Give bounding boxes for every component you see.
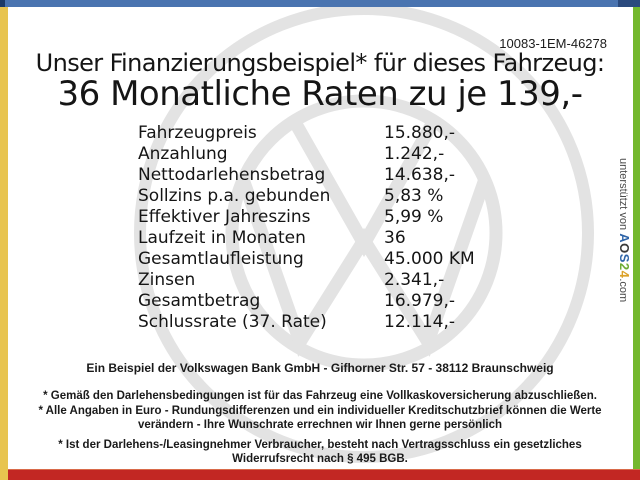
row-label: Anzahlung — [138, 144, 228, 164]
offer-rate-headline: 36 Monatliche Raten zu je 139,- — [57, 74, 583, 114]
top-bar-right-cap — [618, 0, 640, 7]
disclaimer-euro-line1: * Alle Angaben in Euro - Rundungsdiffere… — [38, 405, 602, 417]
table-row: Laufzeit in Monaten 36 — [138, 228, 475, 249]
top-border-bar — [0, 0, 640, 7]
row-value: 15.880,- — [384, 123, 456, 143]
row-value: 14.638,- — [384, 165, 456, 185]
disclaimer-euro-line2: verändern - Ihre Wunschrate errechnen wi… — [137, 419, 503, 431]
row-label: Schlussrate (37. Rate) — [138, 312, 327, 332]
row-label: Gesamtlaufleistung — [138, 249, 304, 269]
row-label: Sollzins p.a. gebunden — [138, 186, 331, 206]
row-value: 5,83 % — [384, 186, 444, 206]
row-label: Zinsen — [138, 270, 196, 290]
disclaimer-withdrawal-line2: Widerrufsrecht nach § 495 BGB. — [232, 453, 408, 465]
row-value: 2.341,- — [384, 270, 445, 290]
top-bar-left-cap — [0, 0, 5, 7]
table-row: Anzahlung 1.242,- — [138, 144, 475, 165]
watermark-w-letter — [237, 179, 491, 357]
table-row: Sollzins p.a. gebunden 5,83 % — [138, 186, 475, 207]
right-border-bar — [633, 7, 640, 471]
offer-title: Unser Finanzierungsbeispiel* für dieses … — [35, 49, 605, 77]
row-label: Effektiver Jahreszins — [138, 207, 311, 227]
row-value: 36 — [384, 228, 406, 248]
aos24-logo: AOS24 — [617, 233, 632, 279]
row-label: Laufzeit in Monaten — [138, 228, 306, 248]
credit-suffix: .com — [617, 278, 629, 303]
watermark-inner-ring — [225, 94, 503, 372]
bottom-border-bar — [8, 469, 640, 480]
left-border-bar — [0, 7, 8, 480]
row-value: 45.000 KM — [384, 249, 475, 269]
credit-prefix: unterstützt von — [617, 158, 629, 234]
disclaimer-withdrawal-line1: * Ist der Darlehens-/Leasingnehmer Verbr… — [58, 439, 582, 451]
row-label: Nettodarlehensbetrag — [138, 165, 326, 185]
row-label: Fahrzeugpreis — [138, 123, 257, 143]
table-row: Gesamtlaufleistung 45.000 KM — [138, 249, 475, 270]
table-row: Effektiver Jahreszins 5,99 % — [138, 207, 475, 228]
finance-table: Fahrzeugpreis 15.880,- Anzahlung 1.242,- N… — [138, 123, 475, 333]
watermark-outer-circle — [134, 3, 594, 463]
row-value: 16.979,- — [384, 291, 456, 311]
table-row: Zinsen 2.341,- — [138, 270, 475, 291]
disclaimer-insurance: * Gemäß den Darlehensbedingungen ist für… — [43, 390, 597, 402]
table-row: Schlussrate (37. Rate) 12.114,- — [138, 312, 475, 333]
row-value: 5,99 % — [384, 207, 444, 227]
table-row: Gesamtbetrag 16.979,- — [138, 291, 475, 312]
reference-id: 10083-1EM-46278 — [499, 36, 607, 51]
row-value: 1.242,- — [384, 144, 445, 164]
row-value: 12.114,- — [384, 312, 456, 332]
supported-by-credit: unterstützt von AOS24.com — [615, 158, 632, 302]
bank-address-line: Ein Beispiel der Volkswagen Bank GmbH - … — [86, 361, 554, 375]
row-label: Gesamtbetrag — [138, 291, 261, 311]
table-row: Fahrzeugpreis 15.880,- — [138, 123, 475, 144]
table-row: Nettodarlehensbetrag 14.638,- — [138, 165, 475, 186]
